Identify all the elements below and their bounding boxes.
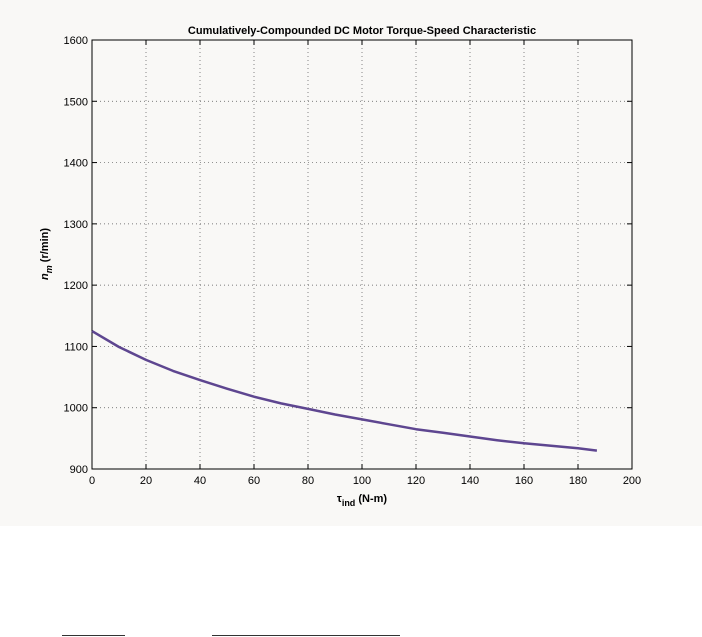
y-tick-label: 1400 [64, 158, 88, 170]
x-tick-label: 20 [140, 475, 152, 487]
x-tick-label: 40 [194, 475, 206, 487]
y-axis-label-sub: m [44, 265, 54, 273]
x-tick-label: 180 [569, 475, 587, 487]
y-tick-label: 1200 [64, 280, 88, 292]
x-axis-label-sub: ind [342, 498, 356, 508]
ticks: 0 20 40 60 80 100 120 140 160 180 200 900 1000 1100 12… [64, 35, 642, 487]
y-axis-label-rest: (r/min) [39, 228, 51, 266]
x-tick-label: 140 [461, 475, 479, 487]
torque-speed-chart: 0 20 40 60 80 100 120 140 160 180 200 900 1000 1100 12… [39, 25, 642, 508]
underline-short [62, 635, 125, 636]
x-tick-label: 200 [623, 475, 641, 487]
x-tick-label: 0 [89, 475, 95, 487]
plot-area [92, 40, 632, 469]
x-tick-label: 60 [248, 475, 260, 487]
underline-long [212, 635, 400, 636]
x-tick-label: 100 [353, 475, 371, 487]
y-tick-label: 1100 [64, 341, 88, 353]
y-tick-label: 1600 [64, 35, 88, 47]
x-axis-label: τind (N-m) [337, 493, 388, 508]
y-tick-label: 900 [70, 464, 88, 476]
y-tick-label: 1300 [64, 219, 88, 231]
y-axis-label: nm (r/min) [39, 228, 54, 280]
x-tick-label: 160 [515, 475, 533, 487]
y-tick-label: 1500 [64, 96, 88, 108]
y-tick-label: 1000 [64, 403, 88, 415]
x-tick-label: 120 [407, 475, 425, 487]
x-axis-label-main: τ [337, 493, 342, 505]
chart-title: Cumulatively-Compounded DC Motor Torque-… [188, 25, 536, 37]
series [91, 330, 598, 452]
figure-background: 0 20 40 60 80 100 120 140 160 180 200 900 1000 1100 12… [39, 25, 642, 508]
x-axis-label-rest: (N-m) [355, 493, 387, 505]
series-line-torque-speed [91, 330, 598, 452]
y-axis-label-main: n [39, 273, 51, 280]
x-tick-label: 80 [302, 475, 314, 487]
plot-frame [91, 39, 633, 470]
